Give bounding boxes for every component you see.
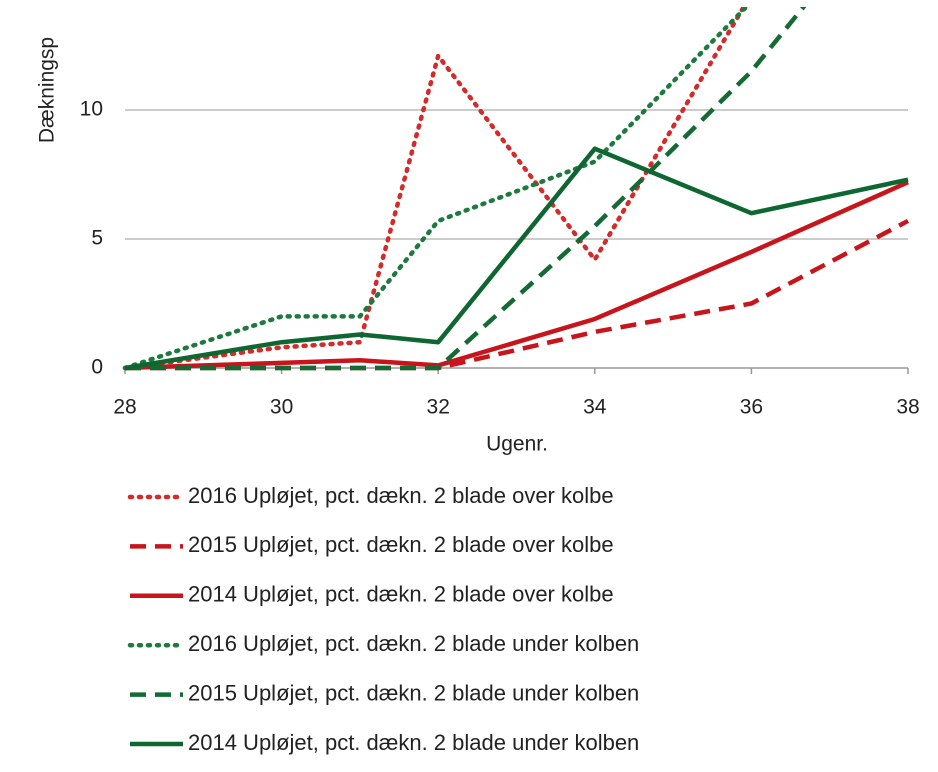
y-tick-label: 10 <box>80 98 103 121</box>
series-line <box>122 7 750 371</box>
x-tick-label: 34 <box>583 396 607 419</box>
y-axis-label: Dækningsp <box>36 37 59 143</box>
x-tick-label: 38 <box>896 396 919 419</box>
legend-label: 2015 Upløjet, pct. dækn. 2 blade over ko… <box>188 532 614 557</box>
y-tick-label: 0 <box>91 356 103 379</box>
series-line <box>122 7 747 371</box>
plot-area <box>122 7 910 371</box>
series-line <box>125 7 807 371</box>
x-tick-label: 36 <box>740 396 763 419</box>
legend-label: 2014 Upløjet, pct. dækn. 2 blade over ko… <box>188 582 614 607</box>
legend-label: 2014 Upløjet, pct. dækn. 2 blade under k… <box>188 730 639 755</box>
legend: 2016 Upløjet, pct. dækn. 2 blade over ko… <box>127 483 639 755</box>
x-axis-label: Ugenr. <box>486 433 548 456</box>
x-tick-label: 28 <box>113 396 136 419</box>
legend-label: 2015 Upløjet, pct. dækn. 2 blade under k… <box>188 680 639 705</box>
x-tick-label: 32 <box>427 396 450 419</box>
series-line <box>124 146 909 371</box>
y-tick-label: 5 <box>91 227 103 250</box>
legend-label: 2016 Upløjet, pct. dækn. 2 blade under k… <box>188 631 639 656</box>
legend-label: 2016 Upløjet, pct. dækn. 2 blade over ko… <box>188 483 614 508</box>
x-tick-label: 30 <box>270 396 293 419</box>
series-line <box>124 180 909 371</box>
